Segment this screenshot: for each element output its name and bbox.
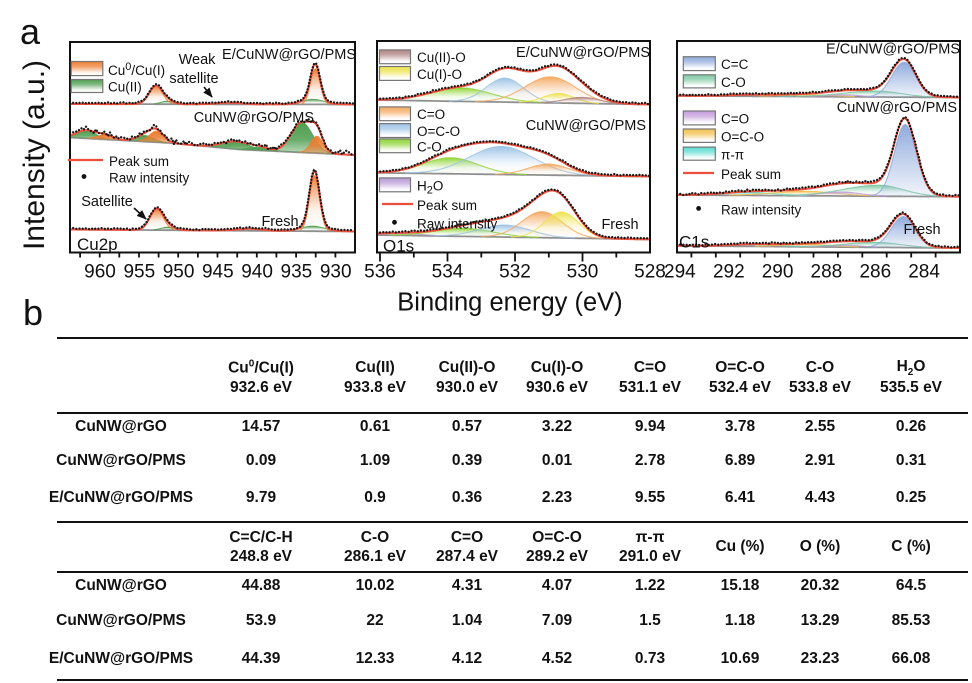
svg-text:Binding energy (eV): Binding energy (eV) (397, 289, 622, 317)
svg-text:Raw intensity: Raw intensity (109, 171, 190, 186)
svg-text:CuNW@rGO/PMS: CuNW@rGO/PMS (837, 100, 957, 116)
svg-text:288: 288 (811, 262, 843, 283)
svg-text:C-O: C-O (417, 140, 442, 155)
svg-text:C=O: C=O (721, 112, 749, 127)
svg-text:E/CuNW@rGO/PMS: E/CuNW@rGO/PMS (826, 42, 960, 58)
svg-text:Cu(II)-O: Cu(II)-O (417, 50, 466, 65)
svg-text:Cu2p: Cu2p (77, 235, 118, 254)
svg-text:960: 960 (84, 262, 116, 283)
svg-text:Raw intensity: Raw intensity (417, 217, 498, 232)
svg-text:294: 294 (664, 262, 696, 283)
svg-text:O=C-O: O=C-O (417, 124, 460, 139)
svg-text:CuNW@rGO/PMS: CuNW@rGO/PMS (194, 110, 314, 126)
svg-text:C1s: C1s (679, 233, 709, 252)
svg-text:945: 945 (202, 262, 234, 283)
svg-text:940: 940 (241, 262, 273, 283)
svg-text:Fresh: Fresh (903, 222, 940, 238)
svg-text:955: 955 (123, 262, 155, 283)
svg-text:Peak sum: Peak sum (417, 198, 477, 213)
svg-text:286: 286 (859, 262, 891, 283)
svg-text:290: 290 (762, 262, 794, 283)
svg-text:Satellite: Satellite (81, 194, 133, 210)
svg-text:satellite: satellite (169, 71, 218, 87)
svg-text:Fresh: Fresh (601, 217, 638, 233)
svg-text:536: 536 (364, 262, 396, 283)
svg-text:Cu(II): Cu(II) (108, 80, 142, 95)
svg-text:Cu0/Cu(I): Cu0/Cu(I) (108, 61, 165, 78)
svg-text:532: 532 (499, 262, 531, 283)
svg-text:O=C-O: O=C-O (721, 130, 764, 145)
svg-text:935: 935 (281, 262, 313, 283)
svg-text:C=C: C=C (721, 57, 749, 72)
svg-text:C=O: C=O (417, 107, 445, 122)
svg-text:Fresh: Fresh (261, 214, 298, 230)
svg-text:CuNW@rGO/PMS: CuNW@rGO/PMS (526, 118, 646, 134)
svg-text:Weak: Weak (179, 52, 217, 68)
svg-text:Cu(I)-O: Cu(I)-O (417, 67, 462, 82)
svg-text:528: 528 (634, 262, 666, 283)
svg-text:534: 534 (432, 262, 464, 283)
svg-text:292: 292 (713, 262, 745, 283)
svg-text:Intensity (a.u.): Intensity (a.u.) (18, 60, 51, 250)
svg-text:C-O: C-O (721, 75, 746, 90)
svg-text:930: 930 (320, 262, 352, 283)
svg-text:Peak sum: Peak sum (109, 154, 169, 169)
svg-text:950: 950 (163, 262, 195, 283)
svg-text:284: 284 (908, 262, 940, 283)
svg-text:E/CuNW@rGO/PMS: E/CuNW@rGO/PMS (222, 47, 356, 63)
svg-text:E/CuNW@rGO/PMS: E/CuNW@rGO/PMS (516, 45, 650, 61)
svg-text:π-π: π-π (721, 148, 744, 163)
svg-text:H2O: H2O (417, 179, 443, 197)
svg-text:Raw intensity: Raw intensity (721, 203, 802, 218)
svg-text:530: 530 (567, 262, 599, 283)
svg-text:Peak sum: Peak sum (721, 167, 781, 182)
svg-text:O1s: O1s (383, 237, 414, 256)
